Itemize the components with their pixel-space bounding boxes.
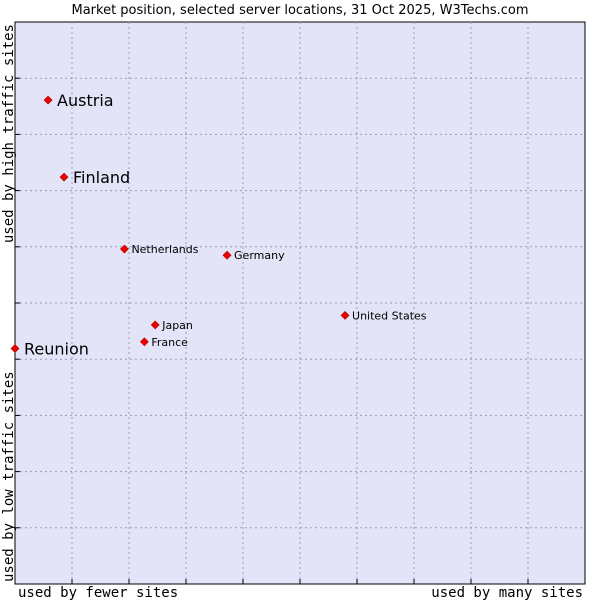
point-marker-netherlands: [120, 244, 129, 254]
grid-lines: [15, 22, 585, 584]
point-label-reunion: Reunion: [24, 340, 89, 359]
point-marker-france: [139, 337, 149, 347]
point-marker-germany: [222, 250, 232, 260]
chart-title: Market position, selected server locatio…: [71, 3, 528, 18]
point-label-austria: Austria: [57, 91, 114, 110]
point-marker-austria: [43, 95, 53, 105]
point-label-france: France: [151, 336, 188, 349]
point-marker-reunion: [10, 344, 20, 353]
point-label-japan: Japan: [161, 319, 193, 332]
y-axis-label-top: used by high traffic sites: [1, 24, 17, 243]
point-label-finland: Finland: [73, 168, 130, 187]
point-label-united-states: United States: [352, 309, 427, 322]
y-axis-label-bottom: used by low traffic sites: [1, 371, 17, 582]
point-marker-japan: [150, 320, 160, 330]
point-label-netherlands: Netherlands: [131, 243, 198, 256]
point-marker-united-states: [340, 310, 350, 320]
x-axis-label-right: used by many sites: [431, 585, 583, 600]
point-label-germany: Germany: [234, 249, 285, 262]
x-axis-label-left: used by fewer sites: [18, 585, 178, 600]
point-marker-finland: [59, 172, 69, 182]
data-points: Austria Finland Netherlands Germany United S…: [10, 91, 427, 359]
